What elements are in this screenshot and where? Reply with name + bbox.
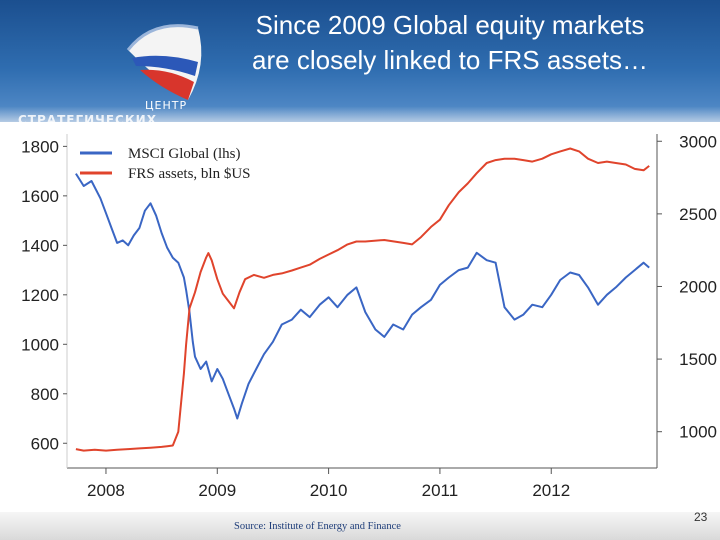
x-tick-label: 2012 <box>532 481 570 500</box>
title-line-1: Since 2009 Global equity markets <box>255 10 645 40</box>
page-number: 23 <box>694 510 708 524</box>
x-tick-label: 2010 <box>310 481 348 500</box>
y-left-ticks: 600 800 1000 1200 1400 1600 1800 <box>21 137 67 453</box>
y-right-tick-label: 1000 <box>679 423 717 442</box>
y-left-tick-label: 1600 <box>21 187 59 206</box>
legend-label-frs: FRS assets, bln $US <box>128 166 251 182</box>
title-line-2: are closely linked to FRS assets… <box>252 45 648 75</box>
y-left-tick-label: 600 <box>31 434 59 453</box>
y-right-tick-label: 2500 <box>679 205 717 224</box>
chart-area: 600 800 1000 1200 1400 1600 1800 1000 1500 2000 2… <box>0 122 720 512</box>
logo-text: ЦЕНТР <box>145 99 188 112</box>
x-ticks: 2008 2009 2010 2011 2012 <box>87 468 570 500</box>
y-left-tick-label: 1000 <box>21 335 59 354</box>
y-left-tick-label: 1200 <box>21 286 59 305</box>
y-left-tick-label: 1800 <box>21 137 59 156</box>
frs-assets-line <box>75 147 650 452</box>
x-tick-label: 2009 <box>198 481 236 500</box>
y-right-ticks: 1000 1500 2000 2500 3000 <box>657 132 717 442</box>
msci-global-line <box>75 173 650 420</box>
legend-label-msci: MSCI Global (lhs) <box>128 146 241 162</box>
source-note: Source: Institute of Energy and Finance <box>234 521 401 532</box>
y-left-tick-label: 800 <box>31 385 59 404</box>
y-right-tick-label: 2000 <box>679 277 717 296</box>
flag-logo-icon <box>126 24 202 100</box>
slide-title: Since 2009 Global equity markets are clo… <box>200 8 700 78</box>
y-right-tick-label: 3000 <box>679 132 717 151</box>
x-tick-label: 2011 <box>422 481 459 500</box>
chart-axes <box>66 134 658 469</box>
y-right-tick-label: 1500 <box>679 350 717 369</box>
slide-header: ЦЕНТР СТРАТЕГИЧЕСКИХ Since 2009 Global e… <box>0 0 720 127</box>
line-chart: 600 800 1000 1200 1400 1600 1800 1000 1500 2000 2… <box>21 132 717 500</box>
series-lines <box>75 147 650 452</box>
chart-legend: MSCI Global (lhs) FRS assets, bln $US <box>80 146 251 182</box>
slide-footer <box>0 512 720 540</box>
x-tick-label: 2008 <box>87 481 125 500</box>
y-left-tick-label: 1400 <box>21 236 59 255</box>
